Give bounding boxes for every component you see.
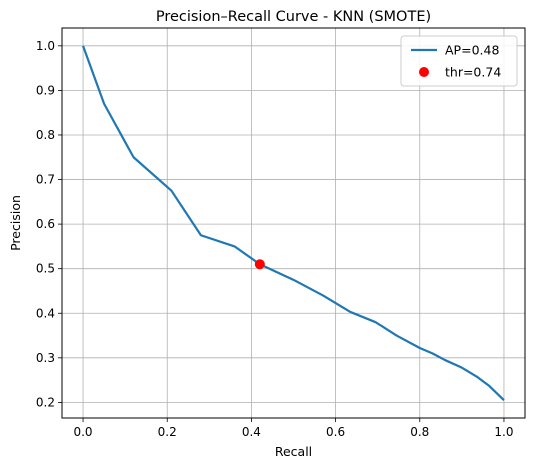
legend-label: AP=0.48: [445, 43, 499, 58]
y-tick-label: 0.2: [36, 395, 55, 409]
legend: AP=0.48 thr=0.74: [400, 35, 518, 87]
y-tick-label: 0.8: [36, 128, 55, 142]
legend-label: thr=0.74: [445, 65, 501, 80]
x-tick-label: 1.0: [494, 425, 513, 439]
y-tick-label: 0.3: [36, 351, 55, 365]
plot-frame: [61, 27, 526, 419]
chart-title: Precision–Recall Curve - KNN (SMOTE): [156, 9, 431, 25]
x-axis-label: Recall: [275, 444, 312, 459]
legend-marker-swatch: [419, 67, 429, 77]
x-tick-label: 0.0: [73, 425, 92, 439]
legend-box: [400, 35, 518, 87]
y-axis-ticks: 0.2 0.3 0.4 0.5 0.6 0.7 0.8 0.9 1.0: [36, 39, 62, 409]
y-tick-label: 0.4: [36, 306, 55, 320]
y-tick-label: 0.6: [36, 217, 55, 231]
y-tick-label: 1.0: [36, 39, 55, 53]
y-tick-label: 0.5: [36, 262, 55, 276]
x-tick-label: 0.8: [410, 425, 429, 439]
y-tick-label: 0.9: [36, 83, 55, 97]
x-tick-label: 0.4: [242, 425, 261, 439]
y-axis-label: Precision: [8, 195, 23, 251]
x-tick-label: 0.2: [158, 425, 177, 439]
x-tick-label: 0.6: [326, 425, 345, 439]
plot-series: [82, 45, 505, 401]
grid: [62, 28, 525, 418]
series-line-0: [82, 45, 505, 401]
x-axis-ticks: 0.0 0.2 0.4 0.6 0.8 1.0: [73, 418, 514, 439]
threshold-point: [254, 259, 265, 270]
y-tick-label: 0.7: [36, 173, 55, 187]
